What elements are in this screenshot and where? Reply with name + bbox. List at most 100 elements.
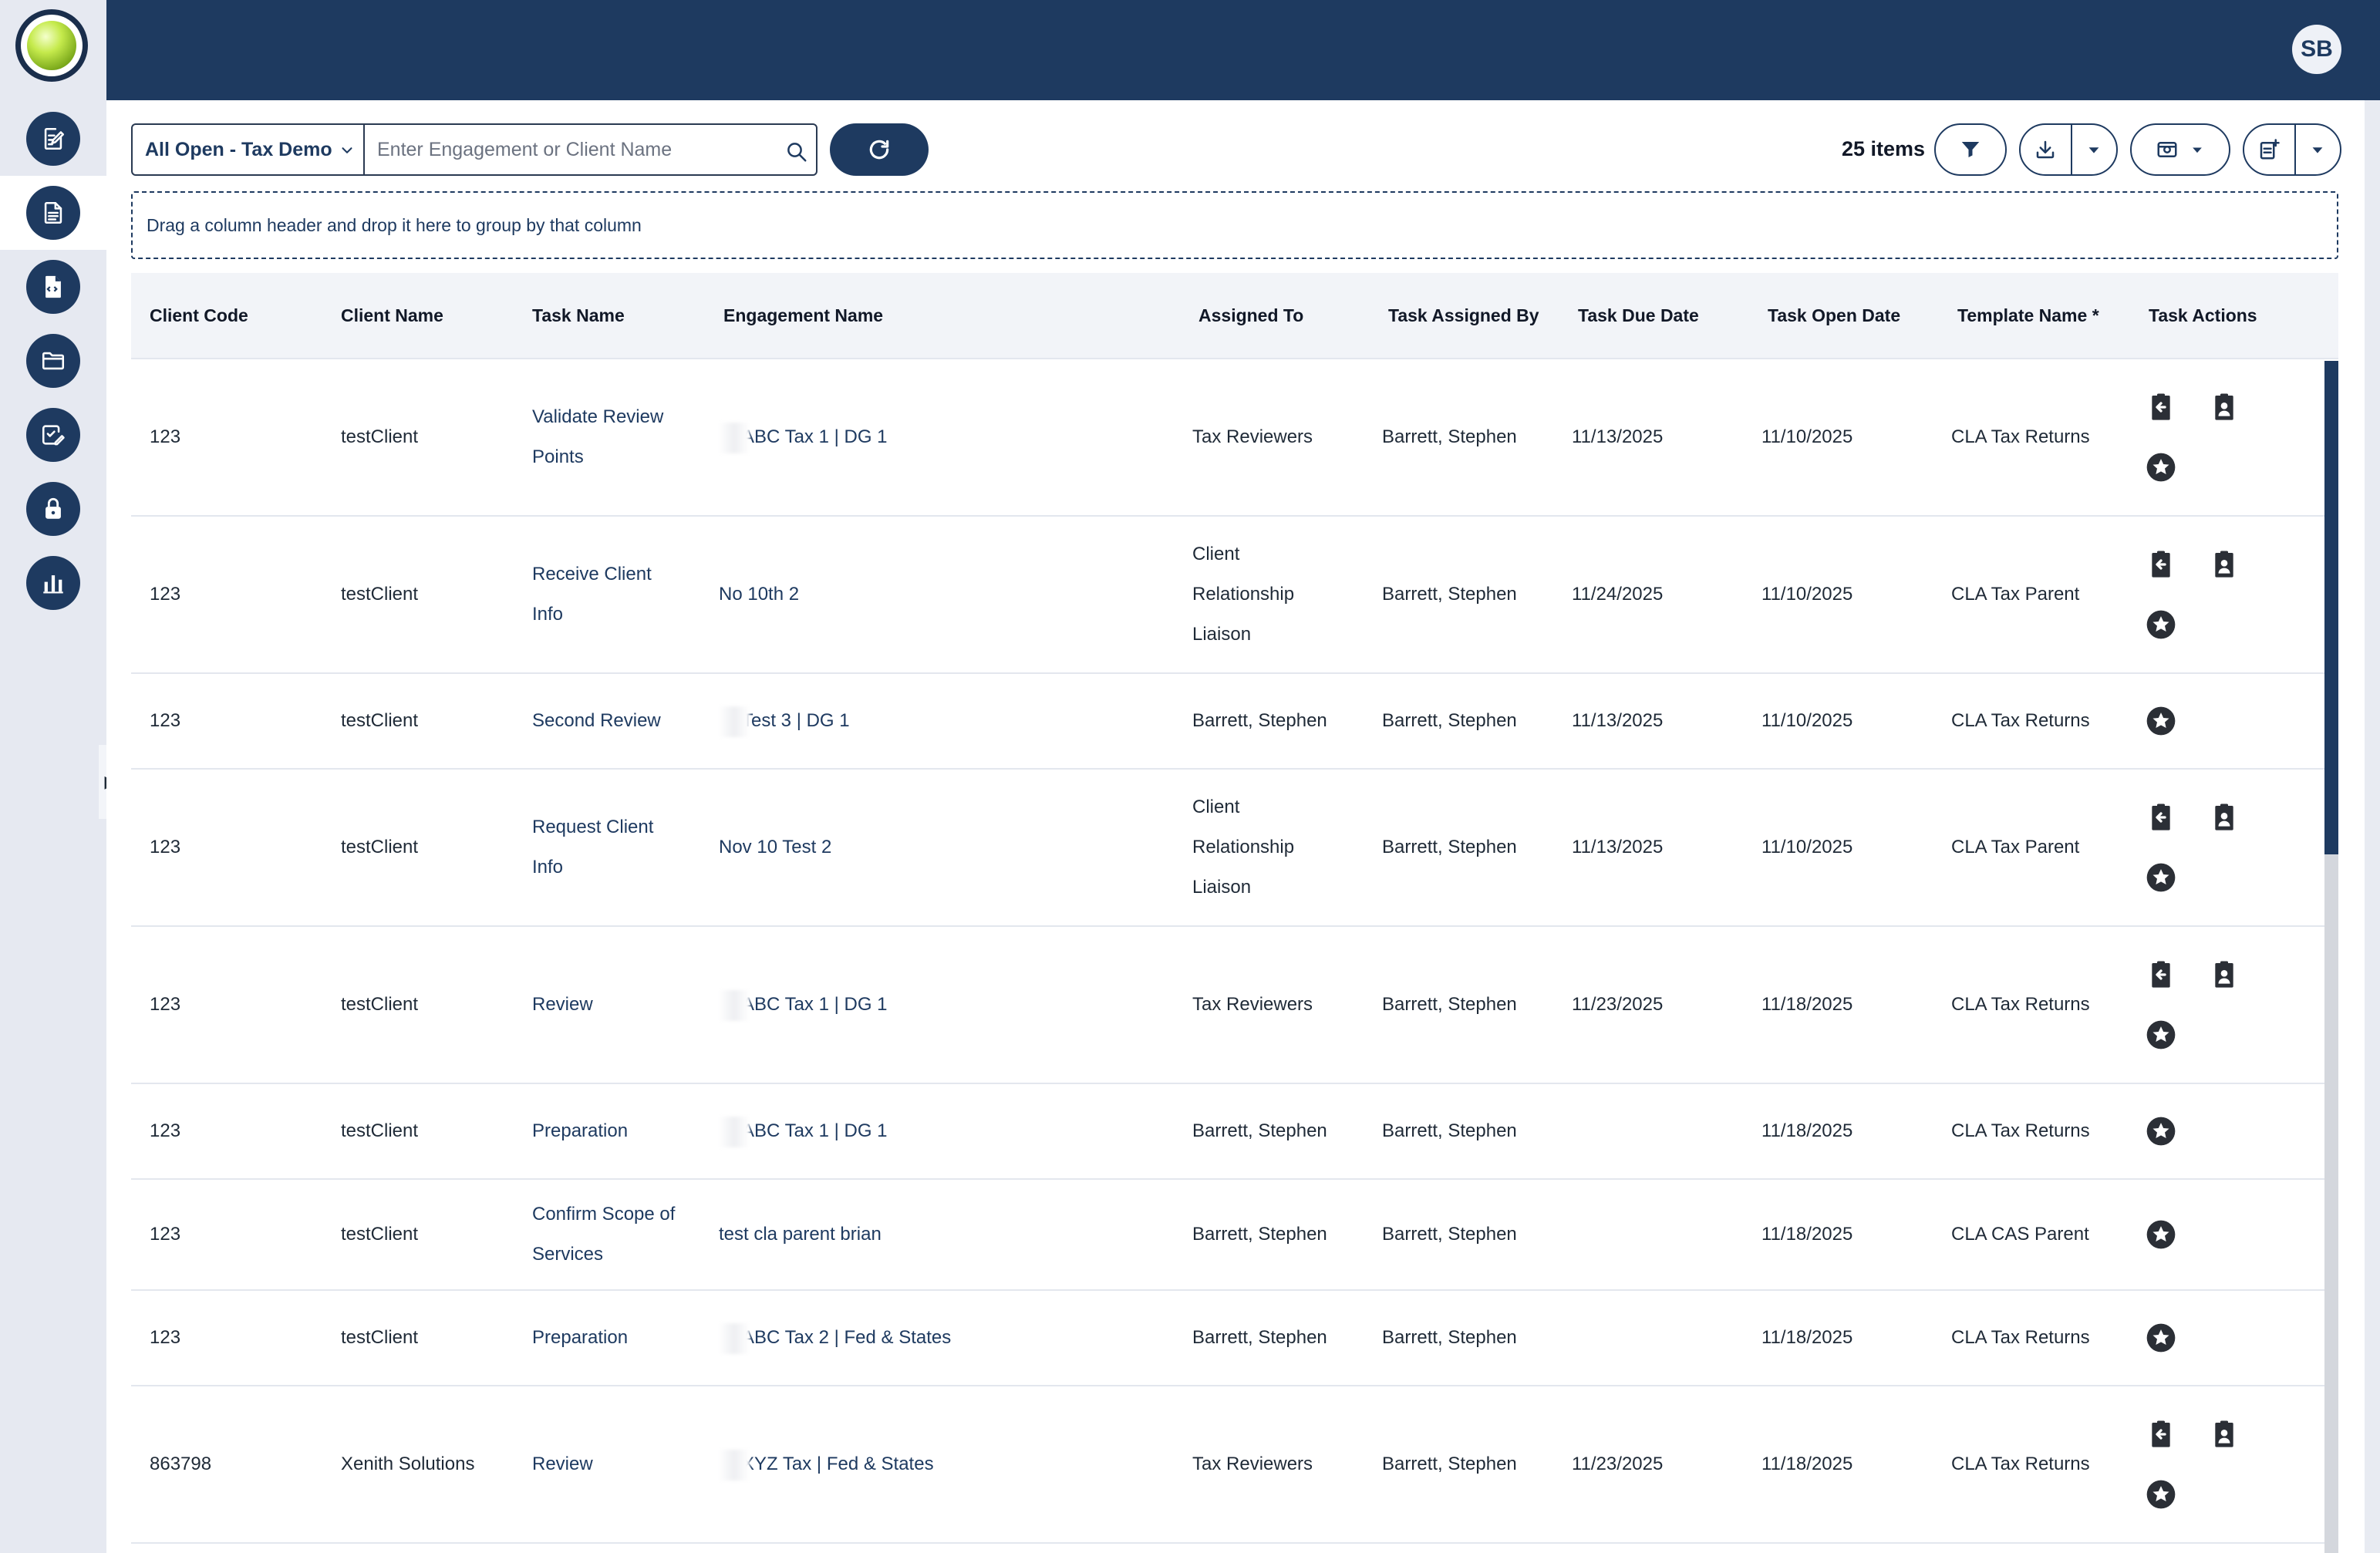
caret-down-icon — [2089, 147, 2099, 153]
engagement-link[interactable]: ABC Tax 1 | DG 1 — [742, 1120, 888, 1141]
task-grid: Client Code Client Name Task Name Engage… — [131, 273, 2338, 1544]
cell-assigned-to: Tax Reviewers — [1192, 426, 1313, 447]
grid-scrollbar[interactable] — [2324, 361, 2338, 1553]
engagement-link[interactable]: ABC Tax 2 | Fed & States — [742, 1327, 952, 1348]
column-header-template-name[interactable]: Template Name * — [1957, 305, 2099, 325]
cell-task-assigned-by: Barrett, Stephen — [1382, 1120, 1517, 1141]
return-task-button[interactable] — [2146, 549, 2176, 580]
cell-template-name: CLA Tax Returns — [1951, 1120, 2090, 1141]
cell-task-name-link[interactable]: Request Client Info — [532, 817, 654, 878]
sidebar-button-edit[interactable] — [26, 112, 80, 166]
column-header-assigned-to[interactable]: Assigned To — [1198, 305, 1304, 325]
task-action-group — [2146, 1419, 2246, 1510]
table-row[interactable]: 123 testClient Second Review Test 3 | DG 1 B… — [131, 674, 2338, 770]
task-action-group — [2146, 1219, 2246, 1250]
column-header-task-assigned-by[interactable]: Task Assigned By — [1388, 305, 1539, 325]
chevron-down-icon — [342, 147, 352, 153]
return-task-button[interactable] — [2146, 392, 2176, 423]
favorite-task-button[interactable] — [2146, 1019, 2176, 1050]
add-menu-toggle[interactable] — [2296, 125, 2340, 174]
column-header-task-name[interactable]: Task Name — [532, 305, 625, 325]
app-logo[interactable] — [15, 9, 88, 82]
cell-template-name: CLA Tax Returns — [1951, 1327, 2090, 1348]
cell-task-name-link[interactable]: Validate Review Points — [532, 406, 664, 467]
user-avatar[interactable]: SB — [2292, 25, 2341, 74]
favorite-task-button[interactable] — [2146, 862, 2176, 893]
sidebar-button-files[interactable] — [26, 260, 80, 314]
return-task-button[interactable] — [2146, 802, 2176, 833]
caret-down-icon — [2193, 147, 2202, 153]
view-select[interactable]: All Open - Tax Demo — [131, 123, 364, 176]
logo-orb — [27, 21, 76, 70]
grid-scrollbar-thumb[interactable] — [2324, 361, 2338, 854]
cell-task-name-link[interactable]: Review — [532, 1454, 593, 1474]
export-button[interactable] — [2021, 125, 2071, 174]
cell-assigned-to: Client Relationship Liaison — [1192, 544, 1295, 645]
engagement-link[interactable]: XYZ Tax | Fed & States — [742, 1454, 934, 1474]
search-input[interactable] — [377, 138, 763, 161]
cell-engagement-name: Test 3 | DG 1 — [705, 701, 1180, 741]
page-scrollbar[interactable] — [2365, 100, 2380, 1553]
filter-icon — [1961, 142, 1980, 157]
cell-task-name-link[interactable]: Preparation — [532, 1120, 629, 1141]
add-task-button[interactable] — [2244, 125, 2294, 174]
sidebar-button-security[interactable] — [26, 482, 80, 536]
engagement-link[interactable]: Test 3 | DG 1 — [742, 710, 850, 731]
table-row[interactable]: 123 testClient Validate Review Points ABC T… — [131, 359, 2338, 517]
cell-task-name-link[interactable]: Second Review — [532, 710, 661, 731]
cell-task-name-link[interactable]: Preparation — [532, 1327, 629, 1348]
table-row[interactable]: 123 testClient Confirm Scope of Services te… — [131, 1180, 2338, 1291]
column-header-engagement-name[interactable]: Engagement Name — [723, 305, 884, 325]
task-action-group — [2146, 959, 2246, 1050]
view-options-button[interactable] — [2130, 123, 2230, 176]
table-row[interactable]: 123 testClient Receive Client Info No 10th … — [131, 517, 2338, 674]
cell-task-name-link[interactable]: Review — [532, 994, 593, 1015]
table-row[interactable]: 123 testClient Preparation ABC Tax 1 | DG 1… — [131, 1084, 2338, 1180]
engagement-link[interactable]: ABC Tax 1 | DG 1 — [742, 426, 888, 447]
engagement-link[interactable]: ABC Tax 1 | DG 1 — [742, 994, 888, 1015]
sidebar-item-tasks — [0, 176, 106, 250]
cell-task-name-link[interactable]: Receive Client Info — [532, 564, 652, 625]
favorite-task-button[interactable] — [2146, 609, 2176, 640]
cell-task-actions — [2130, 1116, 2320, 1147]
reassign-task-button[interactable] — [2209, 1419, 2240, 1450]
filter-button[interactable] — [1934, 123, 2007, 176]
reassign-task-button[interactable] — [2209, 392, 2240, 423]
cell-task-name-link[interactable]: Confirm Scope of Services — [532, 1204, 676, 1265]
table-row[interactable]: 123 testClient Review ABC Tax 1 | DG 1 Tax R… — [131, 927, 2338, 1084]
column-header-task-actions: Task Actions — [2149, 305, 2257, 325]
sidebar-button-reports[interactable] — [26, 556, 80, 610]
table-row[interactable]: 123 testClient Request Client Info Nov 10 T… — [131, 770, 2338, 927]
column-header-client-name[interactable]: Client Name — [341, 305, 443, 325]
reassign-task-button[interactable] — [2209, 802, 2240, 833]
reassign-task-button[interactable] — [2209, 959, 2240, 990]
favorite-task-button[interactable] — [2146, 1479, 2176, 1510]
engagement-link[interactable]: test cla parent brian — [719, 1224, 882, 1245]
cell-assigned-to: Barrett, Stephen — [1192, 1327, 1327, 1348]
engagement-link[interactable]: Nov 10 Test 2 — [719, 837, 832, 857]
cell-engagement-name: No 10th 2 — [705, 574, 1180, 615]
favorite-task-button[interactable] — [2146, 706, 2176, 736]
favorite-task-button[interactable] — [2146, 452, 2176, 483]
sidebar-button-review[interactable] — [26, 408, 80, 462]
sidebar-button-tasks[interactable] — [26, 186, 80, 240]
return-task-button[interactable] — [2146, 959, 2176, 990]
favorite-task-button[interactable] — [2146, 1219, 2176, 1250]
engagement-link[interactable]: No 10th 2 — [719, 584, 800, 605]
favorite-task-button[interactable] — [2146, 1116, 2176, 1147]
table-row[interactable]: 123 testClient Preparation ABC Tax 2 | Fed … — [131, 1291, 2338, 1386]
favorite-task-button[interactable] — [2146, 1322, 2176, 1353]
column-header-client-code[interactable]: Client Code — [150, 305, 248, 325]
search-icon[interactable] — [785, 140, 808, 163]
export-menu-toggle[interactable] — [2072, 125, 2116, 174]
group-by-drop-zone[interactable]: Drag a column header and drop it here to… — [131, 191, 2338, 259]
table-row[interactable]: 863798 Xenith Solutions Review XYZ Tax | Fe… — [131, 1386, 2338, 1544]
column-header-task-due-date[interactable]: Task Due Date — [1578, 305, 1699, 325]
refresh-button[interactable] — [830, 123, 929, 176]
cell-task-open-date: 11/18/2025 — [1761, 1224, 1853, 1245]
reassign-task-button[interactable] — [2209, 549, 2240, 580]
sidebar-button-folders[interactable] — [26, 334, 80, 388]
column-header-task-open-date[interactable]: Task Open Date — [1768, 305, 1901, 325]
file-code-icon — [46, 275, 61, 298]
return-task-button[interactable] — [2146, 1419, 2176, 1450]
